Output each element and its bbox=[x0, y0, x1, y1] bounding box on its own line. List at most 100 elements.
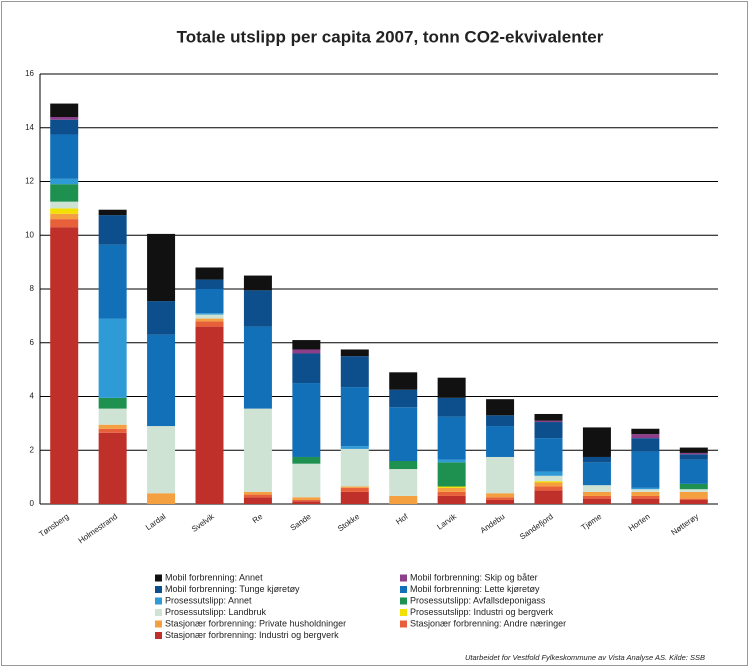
bar-segment bbox=[340, 491, 369, 504]
x-tick-label: Sandefjord bbox=[518, 512, 555, 542]
bar-segment bbox=[98, 244, 127, 319]
bar-segment bbox=[292, 340, 321, 350]
bar-segment bbox=[195, 321, 224, 327]
bar-segment bbox=[534, 420, 563, 423]
bar-segment bbox=[679, 491, 708, 499]
bar-segment bbox=[98, 209, 127, 216]
bar-segment bbox=[50, 178, 79, 185]
bar-segment bbox=[292, 499, 321, 502]
bar-segment bbox=[98, 318, 127, 398]
footnote: Utarbeidet for Vestfold Fylkeskommune av… bbox=[465, 653, 705, 662]
legend-swatch bbox=[400, 609, 407, 616]
legend-label: Mobil forbrenning: Skip og båter bbox=[410, 572, 538, 582]
legend-label: Prosessutslipp: Industri og bergverk bbox=[410, 607, 554, 617]
bar-segment bbox=[50, 119, 79, 135]
legend-label: Prosessutslipp: Landbruk bbox=[165, 607, 267, 617]
bar-segment bbox=[679, 452, 708, 455]
legend-label: Mobil forbrenning: Annet bbox=[165, 572, 263, 582]
bar-segment bbox=[631, 495, 660, 499]
bar-segment bbox=[534, 486, 563, 491]
bar-segment bbox=[243, 491, 272, 495]
bar-segment bbox=[147, 334, 176, 427]
bar-segment bbox=[534, 490, 563, 504]
bar-segment bbox=[389, 407, 418, 461]
bar-segment bbox=[631, 487, 660, 490]
y-tick-label: 12 bbox=[25, 177, 34, 186]
x-tick-label: Andebu bbox=[479, 512, 507, 535]
legend-label: Prosessutslipp: Annet bbox=[165, 595, 252, 605]
y-tick-label: 6 bbox=[30, 338, 35, 347]
x-tick-label: Lardal bbox=[144, 512, 168, 532]
legend-label: Stasjonær forbrenning: Andre næringer bbox=[410, 618, 566, 628]
x-tick-label: Svelvik bbox=[190, 511, 217, 533]
bar-segment bbox=[292, 349, 321, 354]
y-tick-label: 14 bbox=[25, 123, 34, 132]
bar-segment bbox=[437, 486, 466, 488]
bar-segment bbox=[98, 397, 127, 409]
bar-segment bbox=[340, 448, 369, 487]
bar-segment bbox=[147, 301, 176, 335]
bar-segment bbox=[679, 498, 708, 500]
y-tick-label: 2 bbox=[30, 445, 35, 454]
bar-segment bbox=[679, 447, 708, 453]
bar-segment bbox=[50, 117, 79, 120]
bar-segment bbox=[389, 469, 418, 496]
bar-segment bbox=[243, 497, 272, 504]
bar-segment bbox=[389, 389, 418, 408]
bar-segment bbox=[437, 459, 466, 463]
bar-segment bbox=[582, 495, 611, 499]
bar-segment bbox=[98, 215, 127, 245]
bar-segment bbox=[534, 471, 563, 476]
bar-segment bbox=[631, 451, 660, 488]
bar-segment bbox=[50, 103, 79, 117]
bar-segment bbox=[389, 495, 418, 504]
x-tick-label: Sande bbox=[289, 512, 314, 533]
bar-segment bbox=[195, 279, 224, 289]
bar-segment bbox=[340, 349, 369, 357]
legend-swatch bbox=[155, 632, 162, 639]
bar-segment bbox=[50, 227, 79, 504]
legend-swatch bbox=[155, 620, 162, 628]
bar-segment bbox=[147, 426, 176, 494]
bar-segment bbox=[195, 326, 224, 504]
legend-swatch bbox=[400, 597, 407, 605]
bar-segment bbox=[437, 491, 466, 496]
bar-segment bbox=[582, 491, 611, 496]
bar-segment bbox=[631, 428, 660, 435]
bar-segment bbox=[486, 456, 515, 494]
legend-label: Stasjonær forbrenning: Private husholdni… bbox=[165, 618, 346, 628]
x-tick-label: Tjøme bbox=[580, 512, 604, 533]
bar-segment bbox=[50, 201, 79, 209]
y-tick-label: 8 bbox=[30, 284, 35, 293]
bar-segment bbox=[340, 387, 369, 447]
x-tick-label: Re bbox=[251, 512, 265, 526]
bar-segment bbox=[631, 491, 660, 496]
legend-swatch bbox=[400, 574, 407, 582]
bar-segment bbox=[98, 432, 127, 504]
bar-segment bbox=[631, 498, 660, 504]
bar-segment bbox=[50, 219, 79, 228]
bar-segment bbox=[486, 415, 515, 427]
bar-segment bbox=[437, 487, 466, 492]
legend-swatch bbox=[155, 586, 162, 593]
bar-segment bbox=[195, 314, 224, 319]
legend-label: Prosessutslipp: Avfallsdeponigass bbox=[410, 595, 546, 605]
y-tick-label: 10 bbox=[25, 230, 34, 239]
bar-segment bbox=[340, 486, 369, 488]
bar-segment bbox=[534, 413, 563, 421]
bar-segment bbox=[98, 424, 127, 429]
bar-segment bbox=[631, 438, 660, 452]
bar-segment bbox=[631, 434, 660, 439]
bar-segment bbox=[147, 233, 176, 302]
x-tick-label: Tønsberg bbox=[37, 512, 70, 539]
bar-segment bbox=[582, 456, 611, 463]
bar-segment bbox=[437, 397, 466, 417]
x-tick-label: Larvik bbox=[435, 511, 458, 531]
bar-segment bbox=[486, 499, 515, 504]
bar-segment bbox=[582, 485, 611, 492]
bar-segment bbox=[679, 459, 708, 484]
bar-segment bbox=[50, 134, 79, 179]
legend-label: Mobil forbrenning: Tunge kjøretøy bbox=[165, 584, 300, 594]
bar-segment bbox=[292, 383, 321, 457]
bar-segment bbox=[437, 377, 466, 398]
